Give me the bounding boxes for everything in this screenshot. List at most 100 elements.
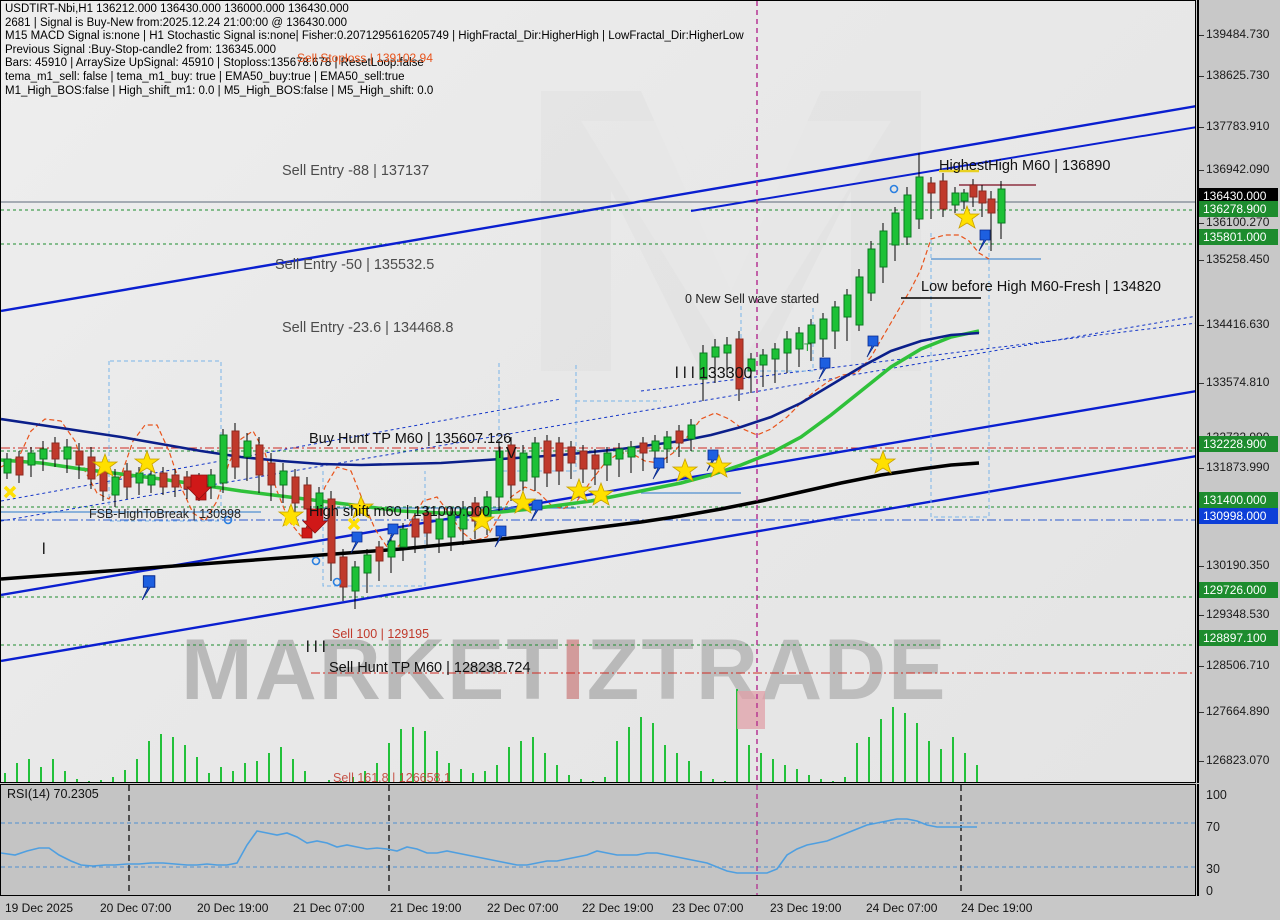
header-line-0: USDTIRT-Nbi,H1 136212.000 136430.000 136… [5, 3, 349, 15]
rsi-label: RSI(14) 70.2305 [7, 787, 99, 801]
rsi-indicator-pane[interactable]: RSI(14) 70.2305 [0, 784, 1196, 896]
candle [855, 269, 864, 331]
price-badge-blue[interactable]: 130998.000 [1199, 508, 1278, 524]
annotation-sell-100: Sell 100 | 129195 [332, 627, 430, 641]
price-chart-pane[interactable]: MARKETIZTRADE [0, 0, 1196, 783]
candle [51, 437, 60, 467]
candle [615, 443, 624, 477]
red-level-lines [1, 447, 1195, 674]
price-tick-mark [1199, 35, 1204, 36]
candle [819, 313, 828, 357]
annotation-high-shift-m60: High shift m60 | 131000.000 [309, 504, 491, 520]
price-badge-black[interactable]: 136430.000 [1199, 188, 1278, 204]
candle [891, 207, 900, 261]
price-badge-green[interactable]: 131400.000 [1199, 492, 1278, 508]
price-tick: 138625.730 [1206, 68, 1270, 82]
price-tick: 130190.350 [1206, 558, 1270, 572]
candle [675, 425, 684, 457]
candle [567, 441, 576, 479]
candle [591, 449, 600, 485]
candle [987, 191, 996, 251]
candle [279, 463, 288, 503]
orange-band-line [1, 234, 990, 548]
candle [159, 467, 168, 495]
trend-channel-lines [1, 105, 1195, 663]
candle [603, 447, 612, 481]
candle [795, 327, 804, 367]
candle [459, 501, 468, 545]
price-tick-mark [1199, 566, 1204, 567]
rsi-tick: 70 [1206, 820, 1220, 834]
annotation-fsb-high-to-break: FSB-HighToBreak | 130998 [89, 507, 241, 521]
buy-arrow-markers [141, 229, 991, 601]
price-badge-green[interactable]: 132228.900 [1199, 436, 1278, 452]
price-tick-mark [1199, 76, 1204, 77]
candle [699, 345, 708, 401]
candle [543, 435, 552, 487]
signal-dots: T [223, 184, 899, 587]
annotation-highest-high: HighestHigh M60 | 136890 [939, 158, 1111, 174]
price-badge-green[interactable]: 135801.000 [1199, 229, 1278, 245]
candle [87, 447, 96, 489]
price-axis-line [1197, 0, 1199, 783]
price-tick: 133574.810 [1206, 375, 1270, 389]
candle [447, 507, 456, 551]
time-tick: 20 Dec 19:00 [197, 901, 269, 915]
candle [411, 513, 420, 553]
candle [267, 453, 276, 501]
price-badge-green[interactable]: 136278.900 [1199, 201, 1278, 217]
candle [291, 469, 300, 513]
annotation-level-133300: l l l 133300 [675, 365, 753, 382]
candlestick-series [3, 153, 1006, 609]
price-tick-mark [1199, 712, 1204, 713]
candle [39, 441, 48, 471]
ema-black-line [1, 461, 980, 581]
price-tick-mark [1199, 615, 1204, 616]
time-tick: 24 Dec 19:00 [961, 901, 1033, 915]
candle [747, 353, 756, 393]
crosshair-volume-highlight [737, 691, 765, 729]
candle [831, 301, 840, 349]
rsi-tick: 100 [1206, 788, 1227, 802]
time-tick: 24 Dec 07:00 [866, 901, 938, 915]
chart-drawing-layer: T [1, 1, 1195, 782]
candle [363, 549, 372, 593]
price-badge-green[interactable]: 129726.000 [1199, 582, 1278, 598]
candle [63, 439, 72, 473]
candle [879, 223, 888, 283]
price-badge-green[interactable]: 128897.100 [1199, 630, 1278, 646]
annotation-sell-hunt-tp: Sell Hunt TP M60 | 128238.724 [329, 660, 531, 676]
price-tick: 134416.630 [1206, 317, 1270, 331]
price-tick: 128506.710 [1206, 658, 1270, 672]
cross-markers [3, 485, 361, 531]
candle [939, 173, 948, 217]
rsi-tick: 30 [1206, 862, 1220, 876]
svg-text:T: T [804, 342, 811, 354]
price-tick-mark [1199, 127, 1204, 128]
price-tick-mark [1199, 325, 1204, 326]
header-line-1: 2681 | Signal is Buy-New from:2025.12.24… [5, 16, 348, 29]
chart-info-header: USDTIRT-Nbi,H1 136212.000 136430.000 136… [5, 3, 744, 98]
rsi-line [1, 818, 977, 874]
header-line-4: Bars: 45910 | ArraySize UpSignal: 45910 … [5, 57, 424, 70]
annotation-level-bars-2: l l l [306, 639, 326, 656]
price-tick-mark [1199, 223, 1204, 224]
candle [903, 187, 912, 245]
candle [75, 443, 84, 479]
time-tick: 22 Dec 07:00 [487, 901, 559, 915]
price-axis[interactable]: 139484.730 138625.730 137783.910 136942.090… [1197, 0, 1280, 783]
candle [507, 437, 516, 501]
time-tick: 20 Dec 07:00 [100, 901, 172, 915]
time-axis[interactable]: 19 Dec 2025 20 Dec 07:00 20 Dec 19:00 21 De… [0, 897, 1280, 920]
candle [927, 177, 936, 219]
price-tick: 139484.730 [1206, 27, 1270, 41]
sell-stoploss-label: Sell Stoploss | 139102.94 [297, 51, 433, 65]
annotation-new-sell-wave: 0 New Sell wave started [685, 292, 820, 306]
candle [255, 437, 264, 493]
candle [843, 289, 852, 341]
candle [327, 491, 336, 581]
candle [435, 511, 444, 553]
price-tick: 131873.990 [1206, 460, 1270, 474]
candle [997, 181, 1006, 239]
